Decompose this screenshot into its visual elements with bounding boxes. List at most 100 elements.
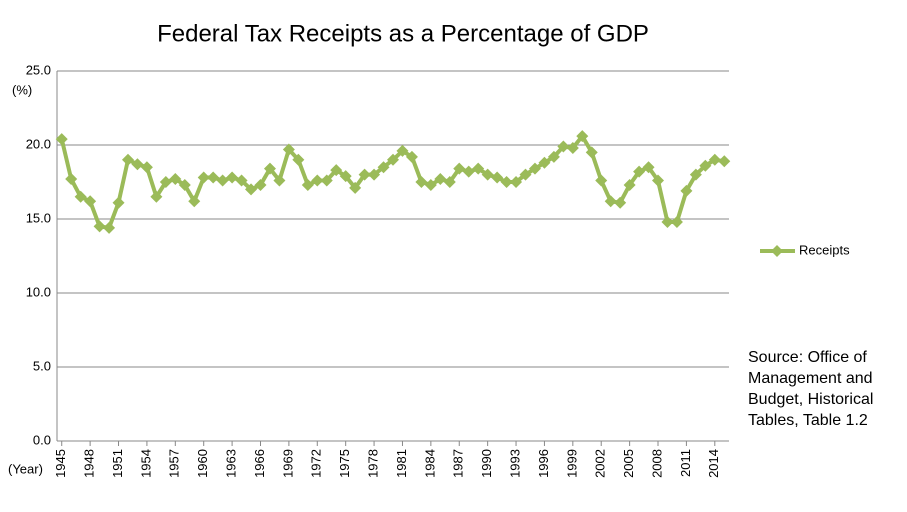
x-tick-label: 2011: [678, 449, 693, 477]
point-marker: [74, 190, 87, 203]
x-tick-label: 1990: [479, 449, 494, 478]
point-marker: [670, 215, 683, 228]
x-tick-label: 1987: [451, 449, 466, 478]
point-marker: [595, 174, 608, 187]
x-tick-label: 2002: [593, 449, 608, 478]
x-tick-label: 2005: [621, 449, 636, 478]
point-marker: [396, 144, 409, 157]
point-marker: [263, 162, 276, 175]
point-marker: [358, 168, 371, 181]
x-tick-label: 1972: [309, 449, 324, 478]
x-tick-label: 1984: [422, 449, 437, 478]
point-marker: [131, 158, 144, 171]
point-marker: [689, 168, 702, 181]
point-marker: [282, 143, 295, 156]
point-marker: [633, 165, 646, 178]
x-tick-label: 1957: [167, 449, 182, 478]
point-marker: [576, 130, 589, 143]
point-marker: [112, 196, 125, 209]
point-marker: [339, 170, 352, 183]
point-marker: [472, 162, 485, 175]
point-marker: [311, 174, 324, 187]
point-marker: [566, 141, 579, 154]
x-tick-label: 1975: [337, 449, 352, 478]
legend-label: Receipts: [799, 242, 850, 257]
y-tick-label: 25.0: [26, 62, 51, 77]
point-marker: [614, 196, 627, 209]
point-marker: [604, 195, 617, 208]
point-marker: [377, 161, 390, 174]
point-marker: [585, 146, 598, 159]
point-marker: [708, 153, 721, 166]
point-marker: [150, 190, 163, 203]
x-tick-label: 1954: [138, 449, 153, 478]
x-tick-label: 1951: [110, 449, 125, 478]
x-tick-label: 2014: [706, 449, 721, 478]
point-marker: [178, 178, 191, 191]
point-marker: [368, 168, 381, 181]
x-tick-label: 1960: [195, 449, 210, 478]
point-marker: [424, 178, 437, 191]
point-marker: [500, 176, 513, 188]
point-marker: [301, 178, 314, 191]
x-tick-label: 1981: [394, 449, 409, 478]
x-tick-label: 2008: [649, 449, 664, 478]
point-marker: [84, 195, 97, 208]
y-tick-label: 0.0: [33, 432, 51, 447]
point-marker: [519, 168, 532, 181]
x-tick-label: 1966: [252, 449, 267, 478]
point-marker: [547, 150, 560, 163]
point-marker: [207, 171, 220, 184]
point-marker: [169, 173, 182, 186]
point-marker: [481, 168, 494, 181]
point-marker: [235, 174, 248, 187]
point-marker: [434, 173, 447, 186]
x-tick-label: 1993: [507, 449, 522, 478]
point-marker: [528, 162, 541, 175]
y-tick-label: 5.0: [33, 358, 51, 373]
point-marker: [292, 153, 305, 166]
legend-marker: [771, 245, 783, 257]
point-marker: [557, 140, 570, 153]
y-tick-label: 20.0: [26, 136, 51, 151]
point-marker: [93, 220, 106, 233]
point-marker: [387, 153, 399, 166]
x-tick-label: 1945: [53, 449, 68, 478]
point-marker: [197, 171, 210, 184]
point-marker: [462, 165, 475, 178]
point-marker: [65, 173, 78, 186]
point-marker: [443, 176, 456, 188]
point-marker: [405, 150, 418, 163]
point-marker: [680, 184, 693, 197]
point-marker: [103, 221, 116, 234]
point-marker: [159, 176, 172, 188]
y-tick-label: 10.0: [26, 284, 51, 299]
point-marker: [254, 178, 267, 191]
point-marker: [623, 178, 636, 191]
y-tick-label: 15.0: [26, 210, 51, 225]
point-marker: [140, 161, 153, 174]
x-axis-label: (Year): [8, 461, 43, 476]
x-tick-label: 1999: [564, 449, 579, 478]
x-tick-label: 1969: [280, 449, 295, 478]
point-marker: [699, 159, 712, 172]
source-note: Source: Office of Management and Budget,…: [748, 349, 874, 429]
x-tick-label: 1948: [82, 449, 97, 478]
point-marker: [349, 181, 362, 194]
chart-title: Federal Tax Receipts as a Percentage of …: [157, 20, 649, 47]
point-marker: [245, 183, 258, 196]
point-marker: [188, 195, 201, 208]
point-marker: [415, 176, 428, 188]
point-marker: [642, 161, 655, 174]
point-marker: [320, 174, 333, 187]
point-marker: [491, 171, 504, 184]
point-marker: [661, 215, 674, 228]
point-marker: [718, 155, 731, 168]
point-marker: [652, 174, 665, 187]
point-marker: [453, 162, 466, 175]
point-marker: [55, 133, 68, 146]
point-marker: [273, 174, 286, 187]
x-tick-label: 1996: [536, 449, 551, 478]
